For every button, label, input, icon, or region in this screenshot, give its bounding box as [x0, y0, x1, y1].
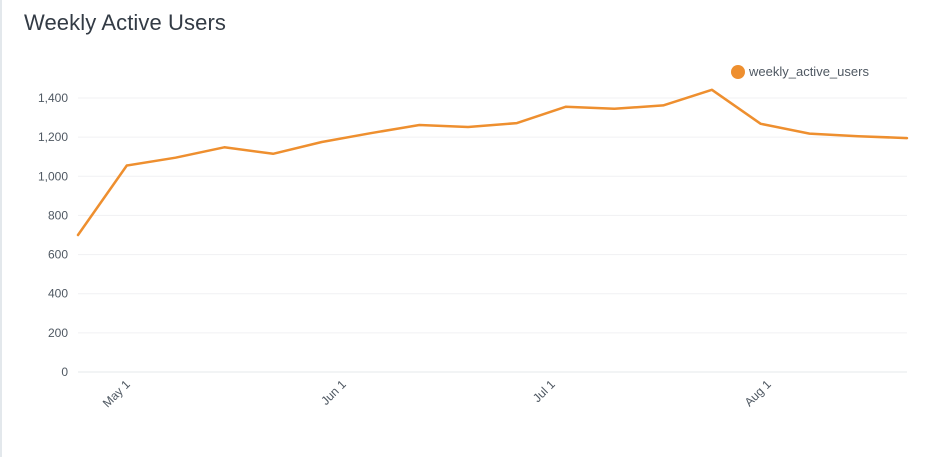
grid-lines	[78, 97, 907, 373]
data-point[interactable]	[757, 120, 765, 128]
chart-title: Weekly Active Users	[24, 10, 226, 35]
y-tick-label-1200: 1,200	[38, 130, 68, 144]
legend[interactable]: weekly_active_users	[731, 64, 869, 79]
data-point[interactable]	[513, 119, 521, 127]
data-point[interactable]	[464, 123, 472, 131]
series-layer[interactable]	[74, 86, 911, 239]
x-tick-label-jul-1: Jul 1	[530, 377, 558, 405]
x-tick-label-aug-1: Aug 1	[742, 377, 774, 409]
y-tick-label-1000: 1,000	[38, 169, 68, 183]
data-point[interactable]	[123, 162, 131, 170]
series-line-weekly-active-users[interactable]	[76, 88, 909, 237]
data-point[interactable]	[269, 150, 277, 158]
y-tick-label-0: 0	[61, 365, 68, 379]
x-tick-label-may-1: May 1	[100, 377, 133, 410]
panel-left-border	[0, 0, 2, 457]
y-tick-label-800: 800	[48, 208, 68, 222]
data-point[interactable]	[220, 143, 228, 151]
data-point[interactable]	[805, 130, 813, 138]
data-point[interactable]	[610, 105, 618, 113]
data-point[interactable]	[172, 154, 180, 162]
data-point[interactable]	[367, 129, 375, 137]
y-axis: 0 200 400 600 800 1,000 1,200 1,400	[38, 91, 68, 379]
data-point[interactable]	[854, 132, 862, 140]
data-point[interactable]	[74, 231, 82, 239]
y-tick-label-600: 600	[48, 248, 68, 262]
y-tick-label-1400: 1,400	[38, 91, 68, 105]
y-tick-label-400: 400	[48, 287, 68, 301]
x-axis: May 1 Jun 1 Jul 1 Aug 1	[100, 377, 774, 410]
data-point[interactable]	[415, 121, 423, 129]
legend-label-weekly-active-users[interactable]: weekly_active_users	[748, 64, 869, 79]
data-point[interactable]	[562, 103, 570, 111]
data-point[interactable]	[659, 101, 667, 109]
legend-swatch-weekly-active-users[interactable]	[731, 65, 745, 79]
data-point[interactable]	[318, 138, 326, 146]
data-point[interactable]	[708, 86, 716, 94]
data-point[interactable]	[903, 134, 911, 142]
y-tick-label-200: 200	[48, 326, 68, 340]
x-tick-label-jun-1: Jun 1	[318, 377, 349, 408]
